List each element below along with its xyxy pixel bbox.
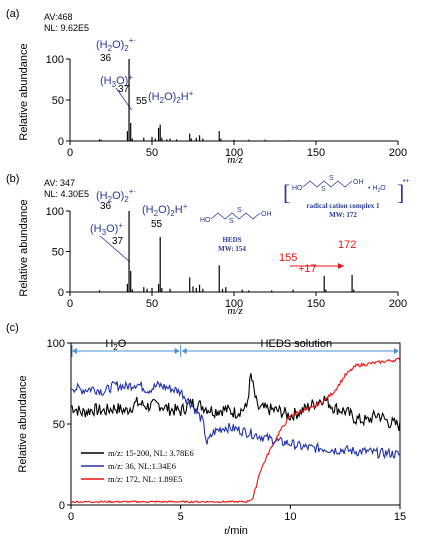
x-tick-label-a-200: 200 — [389, 147, 407, 159]
mass-shift-arrowhead — [338, 263, 344, 269]
panel-c: (c) Relative abundance t/min H2O HEDS sol… — [6, 322, 406, 537]
svg-text:•+: •+ — [403, 178, 410, 185]
info-line-a-1: AV:468 — [44, 12, 73, 22]
info-line-a-2: NL: 9.62E5 — [44, 23, 89, 33]
annotation-h3o-b: (H3O)+ — [90, 221, 123, 237]
svg-text:]: ] — [397, 180, 404, 205]
x-axis-label-b: m/z — [227, 305, 243, 317]
complex-structure: [ HO S S OH • H2O ] •+ radical cation co… — [283, 175, 410, 219]
trace-1 — [70, 380, 401, 460]
svg-text:• H2O: • H2O — [368, 185, 386, 194]
annotations-b: (H2O)2+· 36 (H3O)+ 37 (H2O)2H+ 55 155 +1… — [90, 187, 356, 275]
y-axis-label-b: Relative abundance — [18, 199, 30, 296]
legend-label-1: m/z: 36, NL:1.34E6 — [108, 461, 176, 471]
x-tick-label-b-100: 100 — [225, 298, 243, 310]
y-tick-label-b-50: 50 — [52, 247, 64, 259]
panel-label-c: (c) — [6, 322, 19, 334]
peak-label-36-b: 36 — [100, 201, 112, 212]
svg-text:HO: HO — [292, 185, 303, 192]
legend-label-2: m/z: 172, NL: 1.89E5 — [108, 474, 182, 484]
x-tick-label-b-50: 50 — [146, 298, 158, 310]
x-tick-label-a-150: 150 — [307, 147, 325, 159]
y-tick-label-c-100: 100 — [47, 338, 65, 350]
x-tick-label-b-150: 150 — [307, 298, 325, 310]
x-tick-label-a-100: 100 — [225, 147, 243, 159]
annotation-h2o2h-b: (H2O)2H+ — [142, 202, 188, 218]
x-tick-label-c-10: 10 — [284, 511, 296, 523]
svg-text:OH: OH — [353, 179, 364, 186]
peak-label-55-b: 55 — [151, 219, 163, 230]
region-h2o-arrow-left — [72, 348, 77, 354]
y-tick-label-b-0: 0 — [58, 287, 64, 299]
svg-text:[: [ — [283, 180, 290, 205]
y-tick-label-c-50: 50 — [53, 419, 65, 431]
x-tick-label-c-15: 15 — [394, 511, 406, 523]
region-heds-solution-arrow-right — [394, 348, 399, 354]
peak-label-55-a: 55 — [136, 96, 148, 107]
heds-label: HEDS — [222, 236, 241, 244]
region-label-heds-solution: HEDS solution — [261, 338, 333, 350]
y-tick-label-b-100: 100 — [46, 206, 64, 218]
annotation-h2o2h: (H2O)2H+ — [148, 89, 194, 105]
svg-text:S: S — [321, 186, 326, 193]
y-tick-label-a-0: 0 — [58, 136, 64, 148]
heds-mw: MW: 154 — [218, 245, 246, 253]
panel-label-a: (a) — [6, 8, 19, 20]
svg-text:S: S — [329, 175, 334, 182]
info-line-b-1: AV: 347 — [44, 178, 75, 188]
svg-text:S: S — [229, 218, 234, 225]
x-tick-label-b-0: 0 — [67, 298, 73, 310]
complex-backbone — [302, 180, 353, 188]
x-tick-label-c-0: 0 — [68, 511, 74, 523]
x-tick-label-c-5: 5 — [178, 511, 184, 523]
region-heds-solution-arrow-left — [181, 348, 187, 354]
region-h2o-arrow-right — [174, 348, 180, 354]
heds-structure: HO S S OH HEDS MW: 154 — [200, 207, 272, 253]
x-tick-label-a-0: 0 — [67, 147, 73, 159]
y-tick-label-a-100: 100 — [46, 54, 64, 66]
x-axis-label-c: t/min — [224, 525, 248, 537]
region-markers: H2O HEDS solution — [71, 338, 401, 357]
heds-backbone — [210, 212, 261, 220]
x-axis-label-a: m/z — [227, 154, 243, 166]
x-tick-label-b-200: 200 — [389, 298, 407, 310]
y-tick-label-c-0: 0 — [59, 500, 65, 512]
legend-c: m/z: 15-200, NL: 3.78E6 m/z: 36, NL:1.34E… — [81, 448, 194, 484]
annotations-a: (H2O)2+· (H3O)+ (H2O)2H+ 36 37 55 — [96, 36, 194, 111]
x-tick-label-a-50: 50 — [146, 147, 158, 159]
region-label-h2o: H2O — [105, 338, 126, 352]
peak-label-37-a: 37 — [118, 84, 130, 95]
panel-a: (a) AV:468 NL: 9.62E5 Relative abundance… — [6, 8, 407, 166]
panel-label-b: (b) — [6, 173, 19, 185]
y-tick-label-a-50: 50 — [52, 95, 64, 107]
peak-label-37-b: 37 — [112, 236, 124, 247]
annotation-h2o2-radical: (H2O)2+· — [96, 36, 136, 53]
legend-label-0: m/z: 15-200, NL: 3.78E6 — [108, 448, 194, 458]
complex-label: radical cation complex 1 — [307, 202, 380, 210]
svg-text:S: S — [237, 207, 242, 214]
y-axis-label-a: Relative abundance — [18, 43, 30, 140]
peak-label-36-a: 36 — [100, 53, 112, 64]
svg-text:HO: HO — [200, 217, 211, 224]
peak-label-plus17: +17 — [298, 263, 317, 275]
info-line-b-2: NL: 4.30E5 — [44, 189, 89, 199]
peak-label-155-b: 155 — [279, 252, 297, 264]
y-axis-label-c: Relative abundance — [17, 375, 29, 472]
complex-mw: MW: 172 — [329, 211, 357, 219]
peak-label-172-b: 172 — [338, 239, 356, 251]
panel-b: (b) AV: 347 NL: 4.30E5 Relative abundanc… — [6, 173, 410, 317]
svg-text:OH: OH — [261, 211, 272, 218]
annotation-h3o: (H3O)+ — [100, 73, 133, 89]
trace-2 — [70, 357, 401, 504]
connector-h3o-b — [99, 235, 131, 263]
trace-0 — [70, 373, 401, 431]
